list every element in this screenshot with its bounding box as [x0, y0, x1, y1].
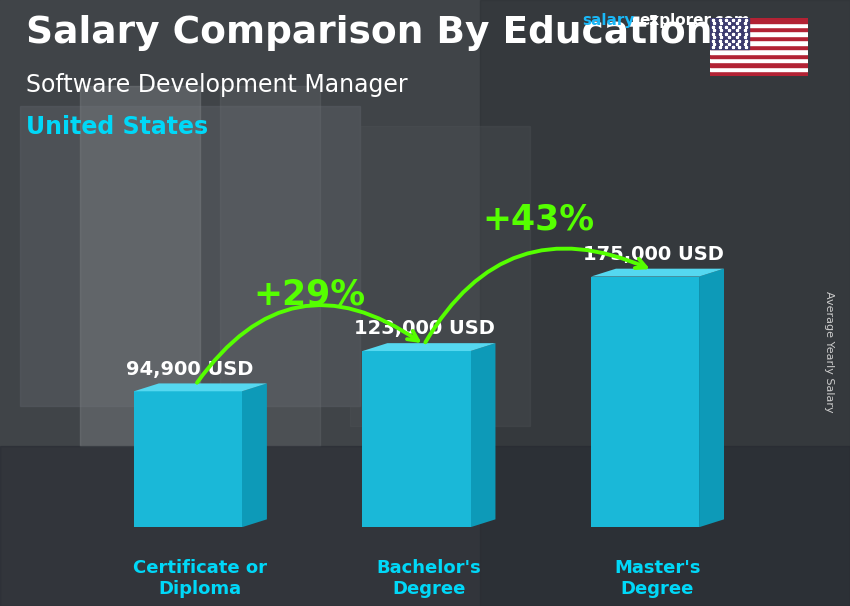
Polygon shape [591, 268, 724, 276]
Text: 94,900 USD: 94,900 USD [126, 360, 253, 379]
Bar [0, 446, 850, 606]
Text: United States: United States [26, 115, 207, 139]
Text: 123,000 USD: 123,000 USD [354, 319, 495, 338]
Text: Salary Comparison By Education: Salary Comparison By Education [26, 15, 711, 51]
Polygon shape [242, 384, 267, 527]
Bar [710, 49, 808, 53]
Bar [710, 22, 808, 27]
Bar [220, 86, 320, 446]
Bar [710, 18, 749, 49]
Polygon shape [134, 384, 267, 391]
Text: +29%: +29% [253, 278, 366, 311]
Text: Master's
Degree: Master's Degree [615, 559, 700, 598]
Text: Software Development Manager: Software Development Manager [26, 73, 407, 97]
Text: salary: salary [582, 13, 635, 28]
Polygon shape [362, 343, 496, 351]
Bar [480, 0, 850, 606]
Bar [710, 53, 808, 58]
Bar [710, 62, 808, 67]
Text: Certificate or
Diploma: Certificate or Diploma [133, 559, 268, 598]
Bar [710, 45, 808, 49]
Bar [710, 72, 808, 76]
Text: +43%: +43% [482, 203, 594, 237]
Bar [80, 86, 200, 446]
Bar [710, 67, 808, 72]
Text: explorer.com: explorer.com [639, 13, 750, 28]
Bar [710, 36, 808, 41]
Text: 175,000 USD: 175,000 USD [583, 245, 723, 264]
Polygon shape [699, 268, 724, 527]
Bar [710, 32, 808, 36]
Bar [710, 58, 808, 62]
Text: Average Yearly Salary: Average Yearly Salary [824, 291, 834, 412]
Polygon shape [591, 276, 699, 527]
Bar [710, 27, 808, 32]
Bar [710, 18, 808, 22]
Polygon shape [362, 351, 471, 527]
Polygon shape [134, 391, 242, 527]
Bar [350, 126, 530, 426]
Bar [710, 41, 808, 45]
Text: Bachelor's
Degree: Bachelor's Degree [377, 559, 481, 598]
Bar [20, 106, 360, 406]
Polygon shape [471, 343, 496, 527]
